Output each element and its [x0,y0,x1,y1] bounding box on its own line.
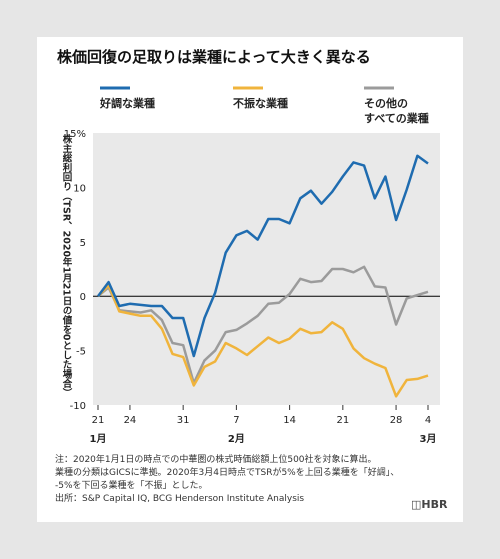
x-tick-label: 7 [233,415,239,426]
x-tick-label: 31 [177,415,190,426]
legend-label: 不振な業種 [233,97,288,110]
month-label: 1月 [90,433,107,445]
series-line [97,284,429,398]
footnote: 出所：S&P Capital IQ, BCG Henderson Institu… [55,494,305,504]
x-tick-label: 14 [283,415,296,426]
y-tick-label: -5 [76,347,86,358]
x-tick-label: 21 [92,415,105,426]
y-tick-label: 15% [64,129,86,140]
brand-text: HBR [421,498,448,511]
y-tick-label: 10 [73,183,86,194]
y-tick-label: 0 [80,292,86,303]
x-tick-label: 28 [390,415,403,426]
footnote: 業種の分類はGICSに準拠。2020年3月4日時点でTSRが5%を上回る業種を「… [55,468,400,478]
y-tick-label: -10 [70,401,86,412]
legend-label: その他の すべての業種 [364,97,429,125]
x-tick-label: 4 [425,415,431,426]
footnote: 注：2020年1月1日の時点での中華圏の株式時価総額上位500社を対象に算出。 [55,455,377,465]
plot-area [93,133,440,405]
x-tick-label: 24 [124,415,137,426]
chart-title: 株価回復の足取りは業種によって大きく異なる [57,48,371,66]
footnote: -5%を下回る業種を「不振」とした。 [55,481,208,491]
month-label: 3月 [420,433,437,445]
y-axis-label: 株主総利回り（TSR、2020年1月21日の値を0とした場合） [61,133,74,397]
brand: ◫HBR [411,498,448,511]
month-label: 2月 [228,433,245,445]
y-tick-label: 5 [80,238,86,249]
series-line [97,154,429,358]
series-line [97,265,429,385]
legend-label: 好調な業種 [100,97,155,110]
x-tick-label: 21 [336,415,349,426]
